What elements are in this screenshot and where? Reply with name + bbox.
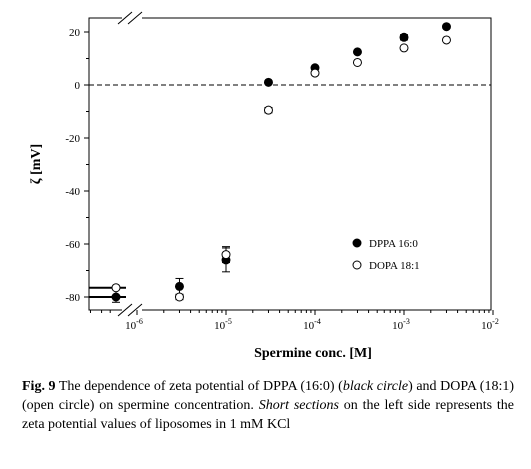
data-point bbox=[399, 43, 409, 53]
data-point bbox=[174, 292, 184, 302]
legend: DPPA 16:0 DOPA 18:1 bbox=[352, 238, 420, 272]
y-tick-label: -80 bbox=[65, 292, 80, 304]
x-tick-label: 10-2 bbox=[481, 317, 499, 332]
y-tick-label: -20 bbox=[65, 133, 80, 145]
series-2 bbox=[89, 35, 451, 302]
data-point bbox=[310, 68, 320, 78]
figure-caption: Fig. 9 The dependence of zeta potential … bbox=[22, 377, 514, 434]
axis-break-slash bbox=[127, 11, 143, 25]
x-tick-label: 10-4 bbox=[303, 317, 321, 332]
series-1 bbox=[89, 22, 451, 303]
kcl-marker bbox=[111, 292, 121, 302]
legend-label: DPPA 16:0 bbox=[369, 238, 418, 250]
y-axis-ticks: 20 0 -20 -40 -60 -80 bbox=[65, 27, 89, 304]
caption-short-sections: Short sections bbox=[258, 398, 339, 413]
axis-break-bottom bbox=[117, 303, 143, 317]
legend-label: DOPA 18:1 bbox=[369, 260, 420, 272]
y-axis-title: ζ [mV] bbox=[29, 144, 44, 184]
data-series bbox=[89, 22, 451, 303]
caption-text-3: on the left side represents the zeta pot… bbox=[22, 398, 514, 432]
axis-break-slash bbox=[117, 303, 133, 317]
kcl-marker bbox=[111, 283, 121, 293]
data-point bbox=[352, 47, 362, 57]
data-point bbox=[441, 35, 451, 45]
axis-break-top bbox=[117, 11, 143, 25]
axis-break-gap bbox=[122, 14, 142, 22]
y-tick-label: -40 bbox=[65, 186, 80, 198]
data-point bbox=[352, 57, 362, 67]
data-point bbox=[174, 281, 184, 291]
caption-black-circle: black circle bbox=[342, 379, 409, 394]
x-axis-ticks: 10-6 10-5 10-4 10-3 10-2 bbox=[89, 310, 499, 332]
x-tick-label: 10-6 bbox=[125, 317, 143, 332]
legend-marker bbox=[352, 260, 362, 270]
caption-label: Fig. 9 bbox=[22, 379, 56, 394]
plot-frame bbox=[88, 17, 492, 311]
data-point bbox=[263, 77, 273, 87]
y-tick-label: 20 bbox=[69, 27, 81, 39]
data-point bbox=[263, 105, 273, 115]
data-point bbox=[221, 250, 231, 260]
y-tick-label: -60 bbox=[65, 239, 80, 251]
x-tick-label: 10-5 bbox=[214, 317, 232, 332]
axis-break-gap bbox=[122, 306, 142, 314]
caption-text-1: The dependence of zeta potential of DPPA… bbox=[55, 379, 343, 394]
x-axis-title: Spermine conc. [M] bbox=[254, 346, 372, 361]
caption-text-2: ) and DOPA (18:1) (open circle) on sperm… bbox=[22, 379, 514, 413]
axis-break-slash bbox=[127, 303, 143, 317]
y-tick-label: 0 bbox=[75, 80, 81, 92]
legend-marker bbox=[352, 238, 362, 248]
data-point bbox=[441, 22, 451, 32]
data-point bbox=[399, 32, 409, 42]
zeta-potential-chart: 10-6 10-5 10-4 10-3 10-2 20 0 -20 -40 -60 -80 DPP… bbox=[29, 11, 499, 361]
x-tick-label: 10-3 bbox=[392, 317, 410, 332]
axis-break-slash bbox=[117, 11, 133, 25]
